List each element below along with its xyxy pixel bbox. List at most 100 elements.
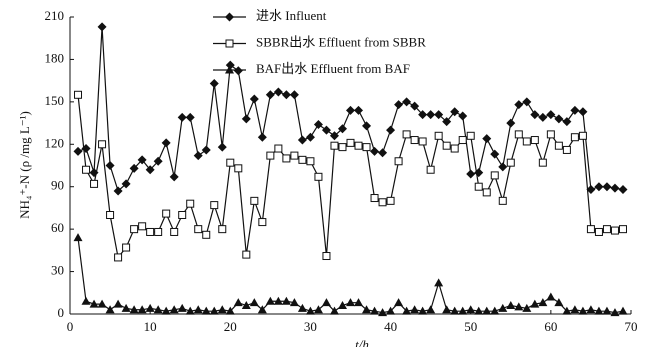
diamond-marker	[506, 118, 516, 128]
diamond-marker	[514, 100, 524, 110]
diamond-marker	[370, 146, 380, 156]
x-tick-label: 10	[144, 319, 157, 334]
triangle-marker	[153, 305, 163, 314]
square-marker	[586, 225, 595, 234]
y-tick-label: 210	[45, 8, 65, 23]
diamond-marker	[265, 90, 275, 100]
square-marker	[594, 227, 603, 236]
square-marker	[138, 222, 147, 231]
triangle-marker	[602, 306, 612, 315]
diamond-marker	[482, 134, 492, 144]
legend-label: SBBR出水 Effluent from SBBR	[256, 34, 426, 49]
triangle-marker	[578, 306, 588, 315]
y-tick-label: 120	[45, 135, 65, 150]
triangle-marker	[201, 306, 211, 315]
x-tick-label: 60	[544, 319, 557, 334]
y-tick-label: 60	[51, 220, 64, 235]
square-marker	[266, 151, 275, 160]
triangle-marker	[618, 306, 628, 315]
triangle-marker	[81, 296, 91, 305]
triangle-marker	[370, 306, 380, 315]
triangle-marker	[586, 305, 596, 314]
diamond-marker	[145, 165, 155, 175]
diamond-marker	[466, 169, 476, 179]
x-tick-label: 70	[625, 319, 638, 334]
square-marker	[426, 165, 435, 174]
diamond-marker	[329, 131, 339, 141]
diamond-marker	[297, 135, 307, 145]
triangle-marker	[554, 298, 564, 307]
square-marker	[362, 143, 371, 152]
diamond-marker	[562, 117, 572, 127]
square-marker	[146, 227, 155, 236]
diamond-marker	[418, 110, 428, 120]
triangle-marker	[474, 306, 484, 315]
diamond-marker	[546, 110, 556, 120]
diamond-marker	[442, 117, 452, 127]
diamond-marker	[289, 90, 299, 100]
triangle-marker	[562, 306, 572, 315]
diamond-marker	[378, 148, 388, 158]
square-marker	[242, 250, 251, 259]
square-marker	[530, 136, 539, 145]
diamond-marker	[450, 107, 460, 117]
triangle-marker	[337, 301, 347, 310]
triangle-marker	[305, 306, 315, 315]
triangle-marker	[129, 305, 139, 314]
triangle-marker	[241, 301, 251, 310]
diamond-marker	[402, 97, 412, 107]
diamond-marker	[594, 182, 604, 192]
triangle-marker	[137, 305, 147, 314]
square-marker	[370, 194, 379, 203]
triangle-marker	[506, 301, 516, 310]
square-marker	[322, 252, 331, 261]
triangle-marker	[570, 305, 580, 314]
triangle-marker	[434, 278, 444, 287]
square-marker	[210, 201, 219, 210]
square-marker	[314, 172, 323, 181]
square-marker	[114, 253, 123, 262]
diamond-marker	[225, 60, 235, 70]
y-tick-label: 150	[45, 93, 65, 108]
triangle-marker	[482, 306, 492, 315]
square-marker	[226, 158, 235, 167]
square-marker	[482, 188, 491, 197]
diamond-marker	[578, 107, 588, 117]
triangle-marker	[386, 306, 396, 315]
triangle-marker	[610, 308, 620, 317]
square-marker	[522, 137, 531, 146]
square-marker	[410, 136, 419, 145]
diamond-marker	[217, 142, 227, 152]
diamond-marker	[161, 138, 171, 148]
square-marker	[338, 143, 347, 152]
x-tick-label: 30	[304, 319, 317, 334]
square-marker	[194, 225, 203, 234]
diamond-marker	[97, 22, 107, 32]
triangle-marker	[225, 65, 234, 74]
diamond-marker	[362, 121, 372, 131]
diamond-marker	[273, 87, 283, 97]
diamond-marker	[225, 12, 234, 22]
triangle-marker	[185, 306, 195, 315]
triangle-marker	[394, 298, 404, 307]
square-marker	[162, 209, 171, 218]
square-marker	[218, 225, 227, 234]
triangle-marker	[594, 306, 604, 315]
triangle-marker	[273, 296, 283, 305]
triangle-marker	[442, 305, 452, 314]
diamond-marker	[538, 112, 548, 122]
triangle-marker	[490, 306, 500, 315]
diamond-marker	[113, 186, 123, 196]
square-marker	[394, 157, 403, 166]
square-marker	[490, 171, 499, 180]
triangle-marker	[426, 305, 436, 314]
triangle-marker	[450, 306, 460, 315]
triangle-marker	[530, 299, 540, 308]
diamond-marker	[209, 78, 219, 88]
x-tick-label: 50	[464, 319, 477, 334]
triangle-marker	[257, 305, 267, 314]
diamond-marker	[281, 90, 291, 100]
y-axis-label: NH₄⁺-N (ρ /mg L⁻¹)	[17, 111, 32, 219]
triangle-marker	[73, 233, 83, 242]
diamond-marker	[490, 149, 500, 159]
